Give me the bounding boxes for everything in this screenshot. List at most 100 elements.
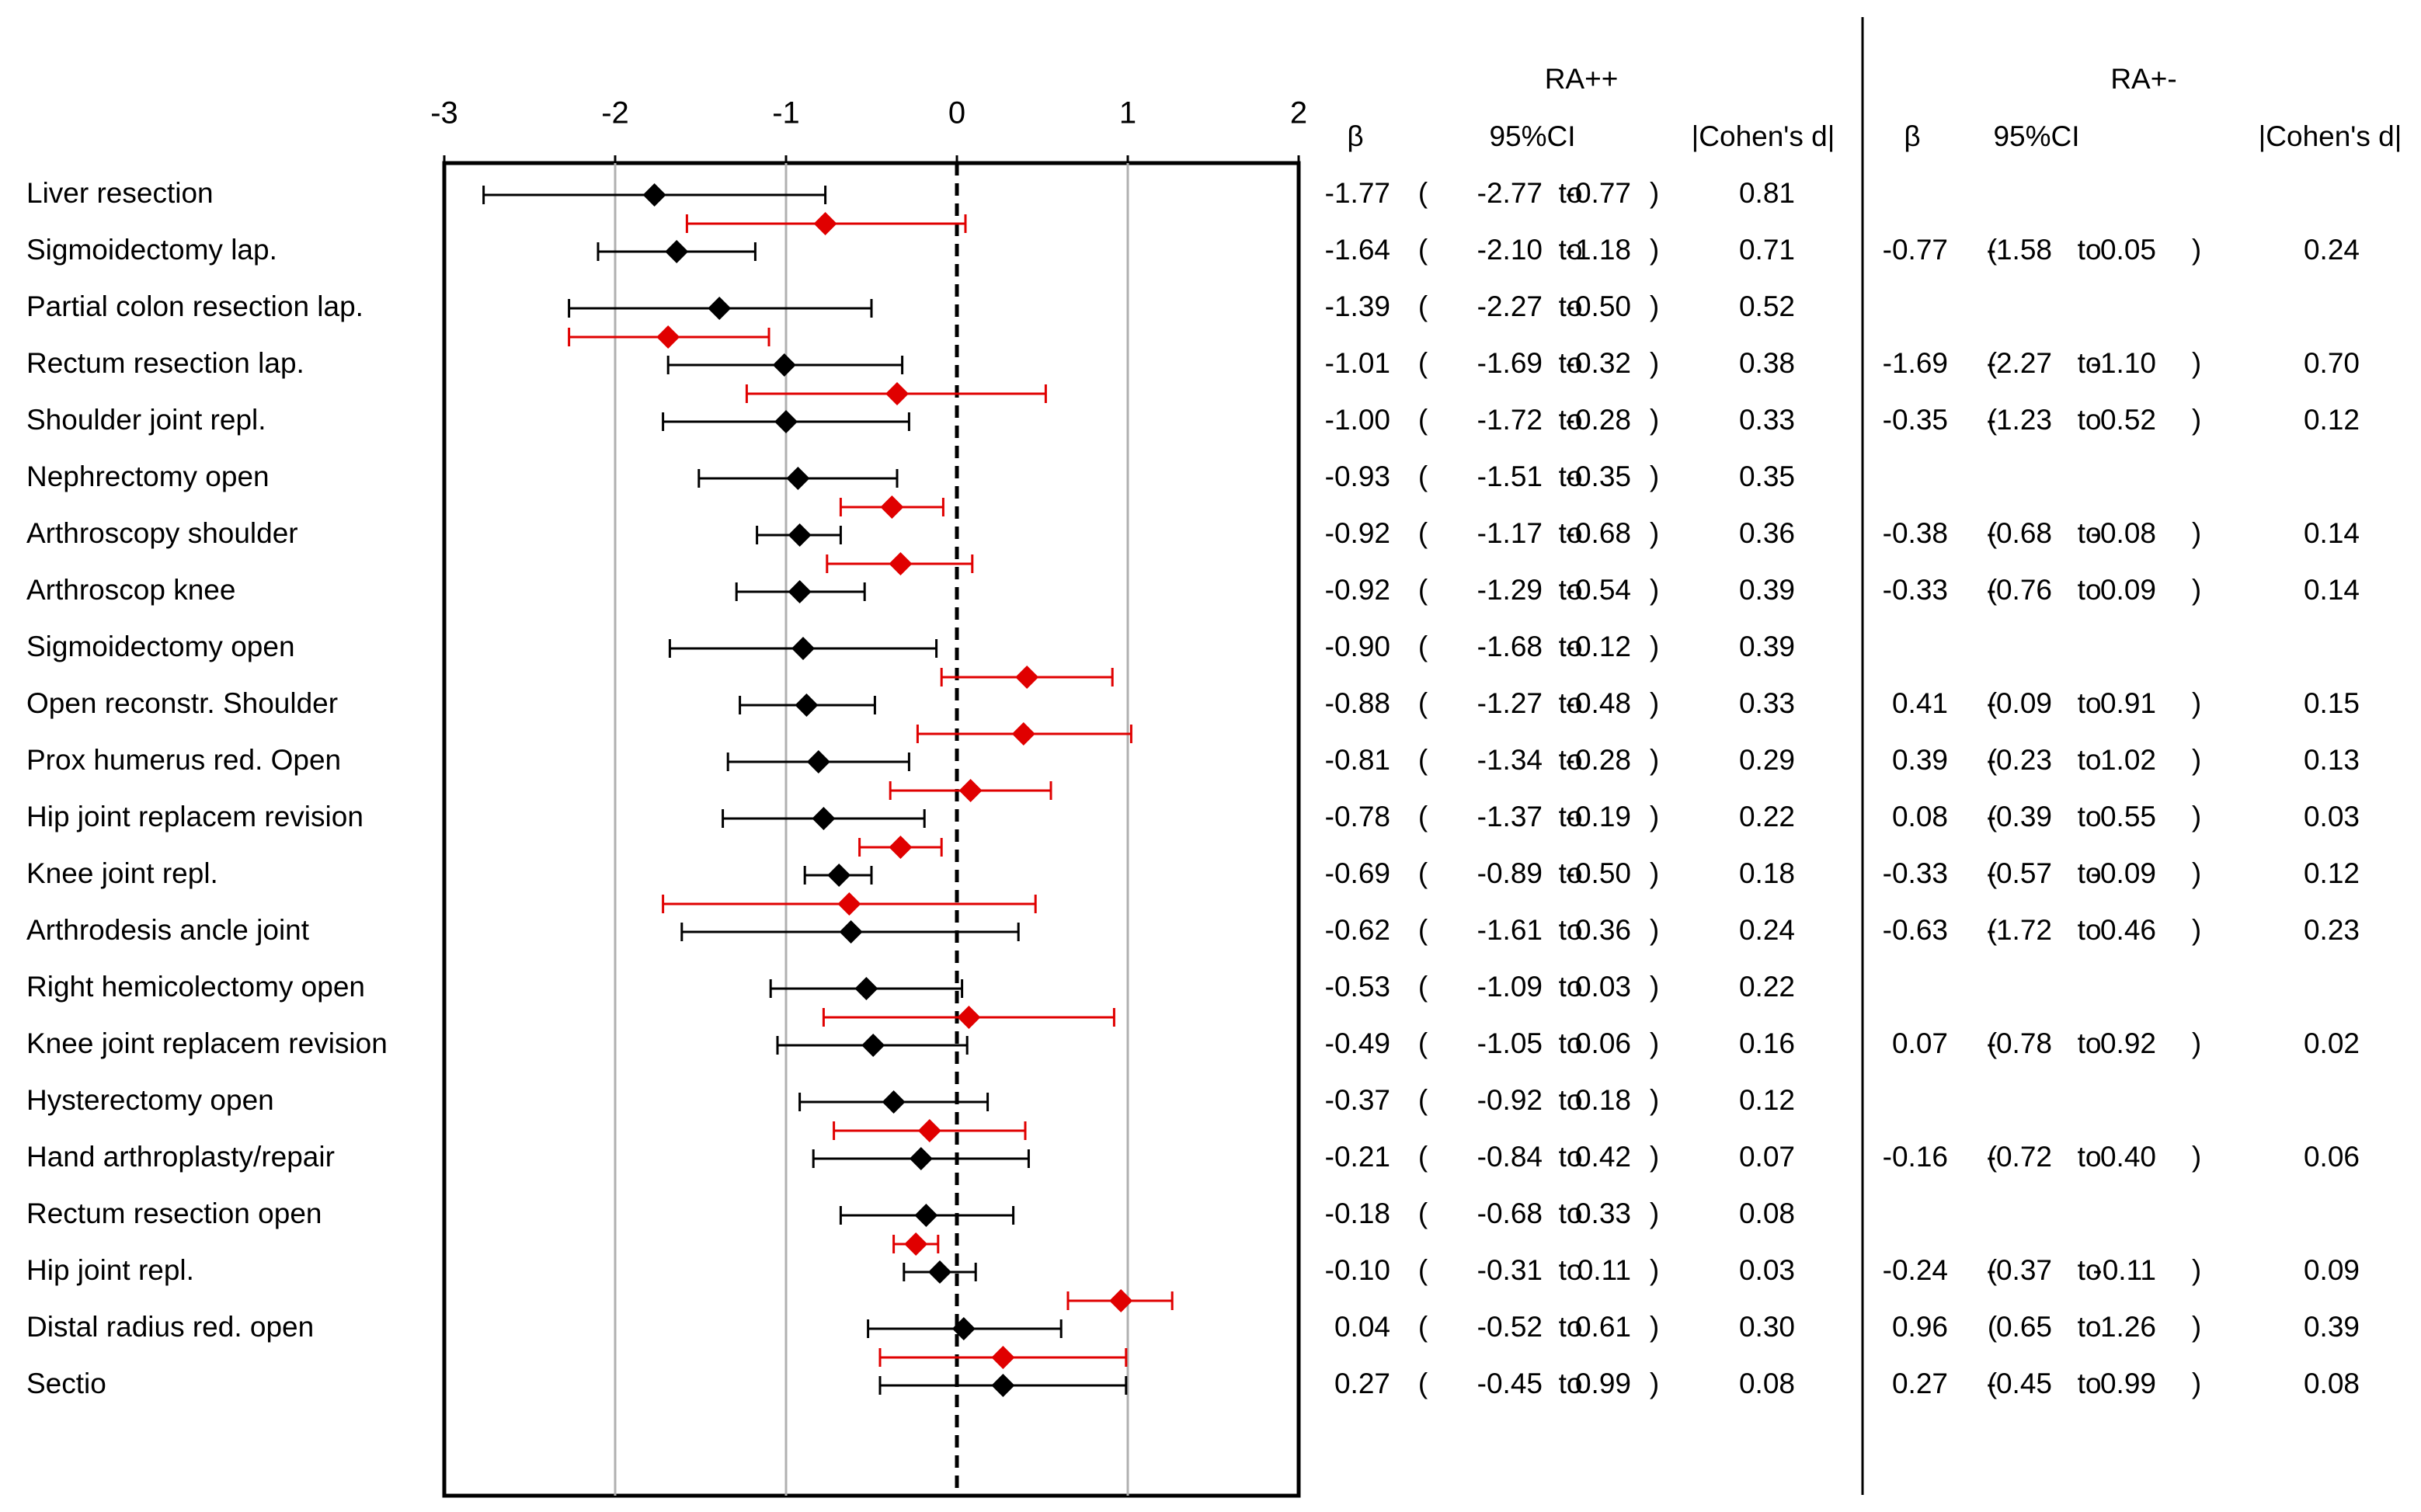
rapp-ci-high: -0.35 (1566, 461, 1631, 492)
rapm-paren-close: ) (2192, 1311, 2201, 1343)
rapp-to: to (1559, 517, 1583, 549)
rapm-cohens-d: 0.12 (2304, 404, 2360, 436)
rapm-paren-open: ( (1988, 801, 1998, 832)
rapm-ci-high: 1.26 (2100, 1311, 2156, 1343)
rapm-paren-open: ( (1988, 347, 1998, 379)
rapp-cohens-d: 0.18 (1739, 857, 1795, 889)
rapm-paren-open: ( (1988, 1368, 1998, 1399)
rapm-cohens-d: 0.08 (2304, 1368, 2360, 1399)
rapp-paren-open: ( (1418, 517, 1428, 549)
rapm-ci-high: 0.52 (2100, 404, 2156, 436)
rapp-point (788, 523, 812, 547)
rapm-marker (745, 382, 1047, 405)
rapp-ci-high: -0.19 (1566, 801, 1631, 832)
rapm-beta: -0.33 (1883, 857, 1948, 889)
rapp-to: to (1559, 971, 1583, 1003)
rapp-ci-high: -0.28 (1566, 744, 1631, 776)
rapm-cohens-d: 0.03 (2304, 801, 2360, 832)
rapm-point (917, 1119, 941, 1142)
rapp-cohens-d: 0.33 (1739, 404, 1795, 436)
cohens-d-header: |Cohen's d| (2259, 120, 2402, 152)
rapp-paren-close: ) (1650, 1254, 1659, 1286)
rapp-beta: -0.10 (1325, 1254, 1390, 1286)
rapp-paren-open: ( (1418, 631, 1428, 662)
row-label: Knee joint replacem revision (26, 1027, 388, 1059)
rapp-beta: -0.69 (1325, 857, 1390, 889)
rapp-to: to (1559, 234, 1583, 266)
rapp-ci-high: -1.18 (1566, 234, 1631, 266)
row-label: Nephrectomy open (26, 461, 270, 492)
plot-frame (442, 161, 1301, 1498)
rapp-to: to (1559, 801, 1583, 832)
rapp-to: to (1559, 404, 1583, 436)
rapp-cohens-d: 0.71 (1739, 234, 1795, 266)
rapp-ci-low: -1.17 (1477, 517, 1543, 549)
rapm-ci-low: -0.68 (1987, 517, 2052, 549)
rapm-to: to (2078, 801, 2102, 832)
rapm-marker (839, 495, 944, 519)
row-label: Shoulder joint repl. (26, 404, 266, 436)
rapm-ci-low: -0.37 (1987, 1254, 2052, 1286)
rapm-to: to (2078, 1254, 2102, 1286)
rapp-marker (903, 1260, 977, 1284)
rapm-paren-close: ) (2192, 234, 2201, 266)
rapp-ci-high: 0.03 (1575, 971, 1631, 1003)
rapm-to: to (2078, 234, 2102, 266)
row-label: Arthroscop knee (26, 574, 235, 606)
rapm-ci-low: -0.09 (1987, 687, 2052, 719)
rapm-beta: -0.77 (1883, 234, 1948, 266)
rapp-point (791, 637, 815, 660)
rapp-ci-low: -1.29 (1477, 574, 1543, 606)
rapm-cohens-d: 0.02 (2304, 1027, 2360, 1059)
row-label: Arthrodesis ancle joint (26, 914, 310, 946)
rapp-paren-open: ( (1418, 347, 1428, 379)
rapm-point (957, 1006, 981, 1029)
rapp-marker (878, 1374, 1128, 1397)
rapm-paren-open: ( (1988, 687, 1998, 719)
rapm-marker (662, 892, 1037, 916)
row-label: Sigmoidectomy open (26, 631, 295, 662)
rapp-paren-close: ) (1650, 1311, 1659, 1343)
rapp-paren-open: ( (1418, 234, 1428, 266)
rapp-paren-close: ) (1650, 744, 1659, 776)
rapp-ci-low: -1.72 (1477, 404, 1543, 436)
rapp-paren-open: ( (1418, 1084, 1428, 1116)
rapm-ci-low: -0.72 (1987, 1141, 2052, 1173)
rapm-ci-low: -0.23 (1987, 744, 2052, 776)
rapm-ci-low: -2.27 (1987, 347, 2052, 379)
rapp-marker (726, 750, 910, 773)
rapp-ci-high: 0.36 (1575, 914, 1631, 946)
rapp-paren-close: ) (1650, 290, 1659, 322)
rapm-to: to (2078, 517, 2102, 549)
rapp-point (788, 580, 812, 603)
rapp-beta: -1.77 (1325, 177, 1390, 209)
rapm-cohens-d: 0.39 (2304, 1311, 2360, 1343)
row-label: Knee joint repl. (26, 857, 218, 889)
rapm-marker (685, 212, 967, 235)
rapm-cohens-d: 0.14 (2304, 574, 2360, 606)
rapm-cohens-d: 0.06 (2304, 1141, 2360, 1173)
rapp-to: to (1559, 744, 1583, 776)
rapm-paren-close: ) (2192, 1368, 2201, 1399)
x-tick-label: -1 (772, 96, 800, 130)
rapp-to: to (1559, 347, 1583, 379)
rapm-ci-high: 0.46 (2100, 914, 2156, 946)
beta-header: β (1347, 120, 1363, 152)
rapm-paren-open: ( (1988, 404, 1998, 436)
rapm-ci-high: 0.55 (2100, 801, 2156, 832)
rapp-point (772, 353, 796, 377)
rapm-marker (878, 1346, 1128, 1369)
rapp-ci-high: 0.18 (1575, 1084, 1631, 1116)
rapp-point (951, 1317, 976, 1340)
rapm-point (656, 325, 680, 349)
rapm-ci-low: -1.58 (1987, 234, 2052, 266)
rapp-ci-high: 0.61 (1575, 1311, 1631, 1343)
rapp-paren-open: ( (1418, 1141, 1428, 1173)
rapp-paren-close: ) (1650, 687, 1659, 719)
rapm-ci-low: 0.65 (1996, 1311, 2052, 1343)
rapm-point (1109, 1289, 1133, 1312)
row-label: Hip joint replacem revision (26, 801, 363, 832)
rapp-paren-open: ( (1418, 1368, 1428, 1399)
rapp-point (839, 920, 863, 944)
